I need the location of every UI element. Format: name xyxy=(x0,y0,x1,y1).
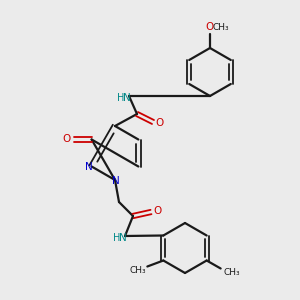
Text: CH₃: CH₃ xyxy=(223,268,240,277)
Text: O: O xyxy=(154,206,162,216)
Text: CH₃: CH₃ xyxy=(213,22,229,32)
Text: N: N xyxy=(112,176,120,186)
Text: O: O xyxy=(206,22,214,32)
Text: N: N xyxy=(85,163,92,172)
Text: H: H xyxy=(113,233,121,243)
Text: N: N xyxy=(119,233,127,243)
Text: N: N xyxy=(123,93,131,103)
Text: CH₃: CH₃ xyxy=(129,266,146,275)
Text: H: H xyxy=(117,93,125,103)
Text: O: O xyxy=(156,118,164,128)
Text: O: O xyxy=(62,134,71,145)
